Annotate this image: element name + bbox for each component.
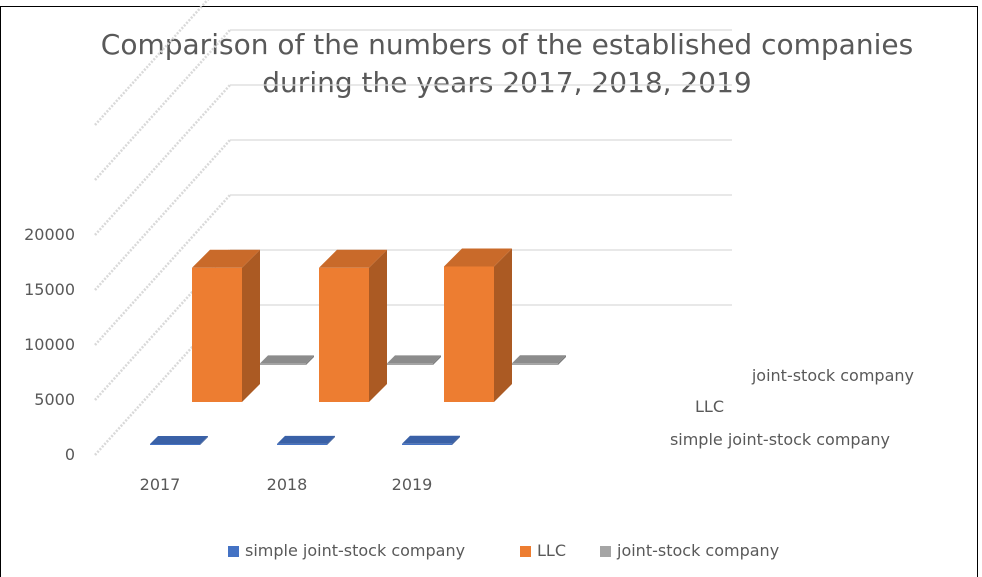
gridline-side <box>94 84 231 236</box>
bar-side <box>369 249 387 402</box>
bar-side <box>327 435 335 445</box>
bar-top <box>512 355 566 364</box>
depth-axis: simple joint-stock company LLC joint-stock… <box>670 366 914 449</box>
bar-top <box>319 249 387 268</box>
x-axis: 2017 2018 2019 <box>140 475 433 494</box>
bar-front-llc <box>192 267 242 402</box>
plot-area <box>150 248 566 445</box>
x-tick-label: 2019 <box>392 475 433 494</box>
bar-side <box>452 435 460 445</box>
gridline-side <box>94 194 231 346</box>
bar-side <box>200 435 208 445</box>
bar-front-joint-stock-company <box>512 363 558 365</box>
depth-axis-label: LLC <box>695 397 724 416</box>
legend: simple joint-stock company LLC joint-stock… <box>228 541 779 560</box>
legend-swatch <box>520 546 531 557</box>
gridline-side <box>94 139 231 291</box>
chart-title-line-2: during the years 2017, 2018, 2019 <box>262 66 751 99</box>
bar-side <box>433 355 441 365</box>
depth-axis-label: joint-stock company <box>751 366 914 385</box>
bar-front-llc <box>319 267 369 402</box>
depth-axis-label: simple joint-stock company <box>670 430 890 449</box>
bar-top <box>150 435 208 444</box>
legend-swatch <box>228 546 239 557</box>
bar-top <box>387 355 441 364</box>
legend-label: LLC <box>537 541 566 560</box>
bar-top <box>260 355 314 364</box>
bar-top <box>192 249 260 268</box>
gridline-side <box>94 29 231 181</box>
y-tick-label: 15000 <box>24 280 75 299</box>
y-tick-label: 0 <box>65 445 75 464</box>
legend-label: joint-stock company <box>616 541 779 560</box>
bar-front-llc <box>444 266 494 402</box>
bar-front-simple-joint-stock-company <box>150 443 200 445</box>
bar-side <box>242 249 260 402</box>
legend-swatch <box>600 546 611 557</box>
y-tick-label: 5000 <box>34 390 75 409</box>
bar-side <box>558 355 566 365</box>
bar-front-simple-joint-stock-company <box>402 443 452 445</box>
x-tick-label: 2018 <box>267 475 308 494</box>
chart-border <box>0 6 978 577</box>
bar-side <box>494 248 512 402</box>
legend-label: simple joint-stock company <box>245 541 465 560</box>
chart-title-line-1: Comparison of the numbers of the establi… <box>101 28 913 61</box>
bar-top <box>402 435 460 444</box>
bar-front-joint-stock-company <box>260 363 306 365</box>
y-axis: 0 5000 10000 15000 20000 <box>24 225 75 464</box>
bar-side <box>306 355 314 365</box>
bar-top <box>444 248 512 267</box>
x-tick-label: 2017 <box>140 475 181 494</box>
y-tick-label: 20000 <box>24 225 75 244</box>
bar-top <box>277 435 335 444</box>
bar-front-simple-joint-stock-company <box>277 443 327 445</box>
y-tick-label: 10000 <box>24 335 75 354</box>
bar-front-joint-stock-company <box>387 363 433 365</box>
